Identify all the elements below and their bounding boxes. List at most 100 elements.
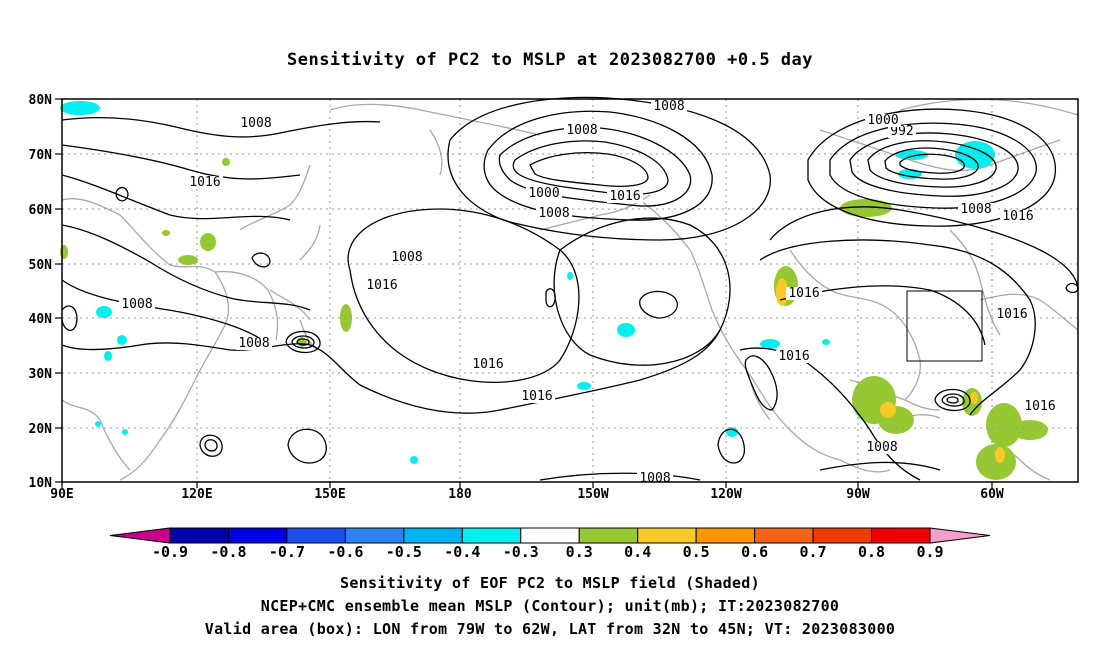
lon-label: 150E [314, 487, 345, 502]
map-title: Sensitivity of PC2 to MSLP at 2023082700… [286, 50, 813, 70]
contour-label-bg [865, 114, 901, 127]
colorbar-segment [578, 527, 639, 544]
colorbar-label: -0.6 [327, 543, 363, 561]
lat-lon-grid [62, 99, 1078, 482]
contour-label-bg [1000, 210, 1036, 223]
contour-label: 1008 [238, 336, 269, 351]
contour-label: 1008 [566, 123, 597, 138]
lat-label: 70N [29, 148, 53, 163]
colorbar-label: 0.6 [741, 543, 768, 561]
contour-label-bg [238, 117, 274, 130]
contour-label: 1016 [1024, 399, 1055, 414]
contour-label-bg [864, 441, 900, 454]
contour-label: 992 [890, 124, 913, 139]
colorbar-segment [637, 527, 697, 544]
lat-label: 80N [29, 93, 53, 108]
contour-label-bg [536, 207, 572, 220]
contour-label: 1016 [472, 357, 503, 372]
contour-label: 1008 [240, 116, 271, 131]
contour-label-bg [187, 176, 223, 189]
contour-label: 1008 [391, 250, 422, 265]
colorbar-segment [227, 527, 288, 544]
lat-label: 60N [29, 203, 53, 218]
contour-label: 1016 [778, 349, 809, 364]
contour-label-bg [119, 298, 155, 311]
coastlines [61, 98, 1079, 481]
contour-label-bg [786, 287, 822, 300]
colorbar-right-arrow [929, 527, 991, 544]
valid-area-box [906, 290, 983, 362]
contour-label-bg [519, 390, 555, 403]
contour-label: 1016 [788, 286, 819, 301]
contour-label: 1008 [866, 440, 897, 455]
lon-label: 150W [577, 487, 608, 502]
colorbar-label: -0.5 [386, 543, 422, 561]
map-frame [61, 98, 1079, 483]
colorbar-label: 0.3 [566, 543, 593, 561]
colorbar-segment [169, 527, 229, 544]
contour-label: 1008 [121, 297, 152, 312]
lat-label: 20N [29, 422, 53, 437]
colorbar-label: 0.7 [800, 543, 827, 561]
colorbar-segment [695, 527, 756, 544]
colorbar-label: -0.8 [210, 543, 246, 561]
contour-label-bg [888, 125, 916, 138]
sensitivity-shading [60, 101, 1048, 480]
contour-label: 1016 [521, 389, 552, 404]
contour-label-bg [958, 203, 994, 216]
caption-contours: NCEP+CMC ensemble mean MSLP (Contour); u… [260, 597, 840, 615]
caption-shading: Sensitivity of EOF PC2 to MSLP field (Sh… [340, 574, 760, 592]
lon-label: 120W [710, 487, 741, 502]
colorbar-segment [344, 527, 405, 544]
contour-label-bg [1022, 400, 1058, 413]
colorbar-segment [871, 527, 931, 544]
contour-labels: 1016100810081000992100810161016100810001… [119, 99, 1058, 486]
contour-label: 1000 [528, 186, 559, 201]
contour-label: 1016 [366, 278, 397, 293]
lon-label: 120E [181, 487, 212, 502]
contour-label: 1008 [538, 206, 569, 221]
contour-label-bg [236, 337, 272, 350]
lon-label: 180 [448, 487, 472, 502]
contour-label-bg [607, 190, 643, 203]
contour-label: 1016 [996, 307, 1027, 322]
colorbar-label: -0.3 [503, 543, 539, 561]
colorbar-left-arrow [109, 527, 171, 544]
colorbar-segment [754, 527, 814, 544]
lon-label: 90E [50, 487, 73, 502]
colorbar-segment [520, 527, 580, 544]
lat-label: 40N [29, 312, 53, 327]
contour-label-bg [651, 100, 687, 113]
lat-label: 30N [29, 367, 53, 382]
contour-label: 1008 [639, 471, 670, 486]
colorbar-segment [403, 527, 463, 544]
colorbar-label: 0.9 [916, 543, 943, 561]
contour-label-bg [564, 124, 600, 137]
lon-label: 90W [846, 487, 870, 502]
colorbar-segment [461, 527, 522, 544]
colorbar-labels: -0.9 -0.8 -0.7 -0.6 -0.5 -0.4 -0.3 0.3 0.4 0.5 0.6… [152, 543, 944, 561]
contour-label-bg [389, 251, 425, 264]
colorbar-label: 0.4 [624, 543, 651, 561]
contour-label: 1008 [653, 99, 684, 114]
contour-label-bg [776, 350, 812, 363]
contour-label: 1016 [189, 175, 220, 190]
latitude-labels: 80N 70N 60N 50N 40N 30N 20N 10N [29, 93, 62, 491]
contour-label: 1008 [960, 202, 991, 217]
lon-label: 60W [980, 487, 1004, 502]
lat-label: 10N [29, 476, 53, 491]
longitude-labels: 90E 120E 150E 180 150W 120W 90W 60W [50, 482, 1004, 502]
contour-label-bg [364, 279, 400, 292]
contour-label-bg [526, 187, 562, 200]
colorbar-segment [812, 527, 873, 544]
colorbar [109, 527, 991, 544]
mslp-contours [61, 96, 1079, 481]
contour-label-bg [470, 358, 506, 371]
contour-label: 1016 [1002, 209, 1033, 224]
lat-label: 50N [29, 258, 53, 273]
contour-label-bg [994, 308, 1030, 321]
colorbar-label: -0.7 [269, 543, 305, 561]
colorbar-label: -0.4 [444, 543, 480, 561]
contour-label: 1000 [867, 113, 898, 128]
